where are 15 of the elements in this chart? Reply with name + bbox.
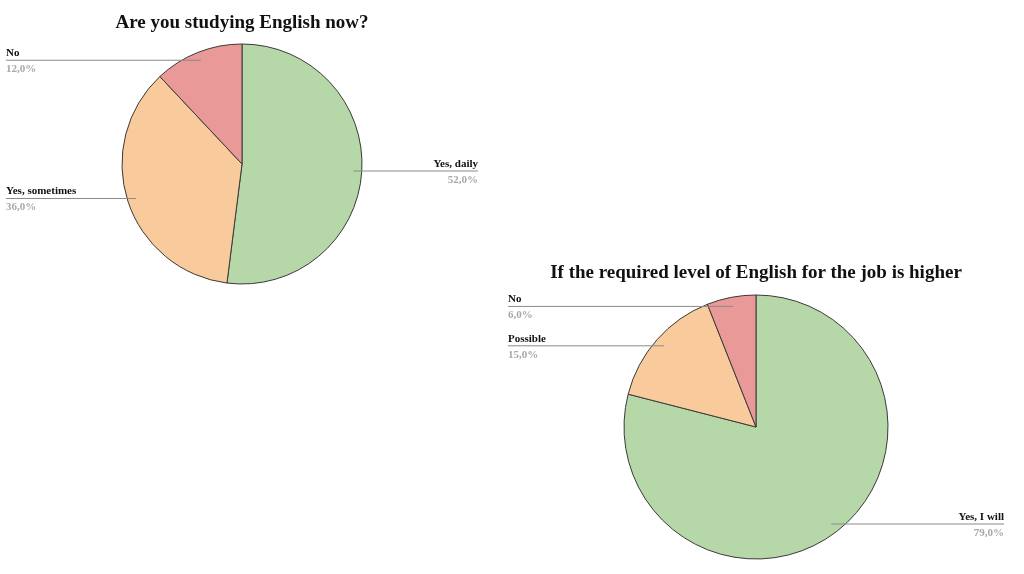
data-label: 79,0% <box>973 526 1004 538</box>
data-label: 36,0% <box>6 200 37 213</box>
slice-label: No <box>6 46 20 59</box>
data-label: 52,0% <box>447 173 478 186</box>
slice-label: Possible <box>508 331 547 344</box>
slice-label: No <box>508 292 522 305</box>
pie-slice <box>623 294 889 560</box>
data-label: 12,0% <box>6 62 37 75</box>
data-label: 6,0% <box>508 308 533 321</box>
data-label: 15,0% <box>508 347 539 360</box>
slice-label: Yes, sometimes <box>6 184 77 197</box>
chart-title: Are you studying English now? <box>115 11 369 32</box>
slice-label: Yes, I will <box>958 510 1004 522</box>
chart-title: If the required level of English for the job is higher <box>550 261 963 282</box>
slice-label: Yes, daily <box>433 157 479 170</box>
